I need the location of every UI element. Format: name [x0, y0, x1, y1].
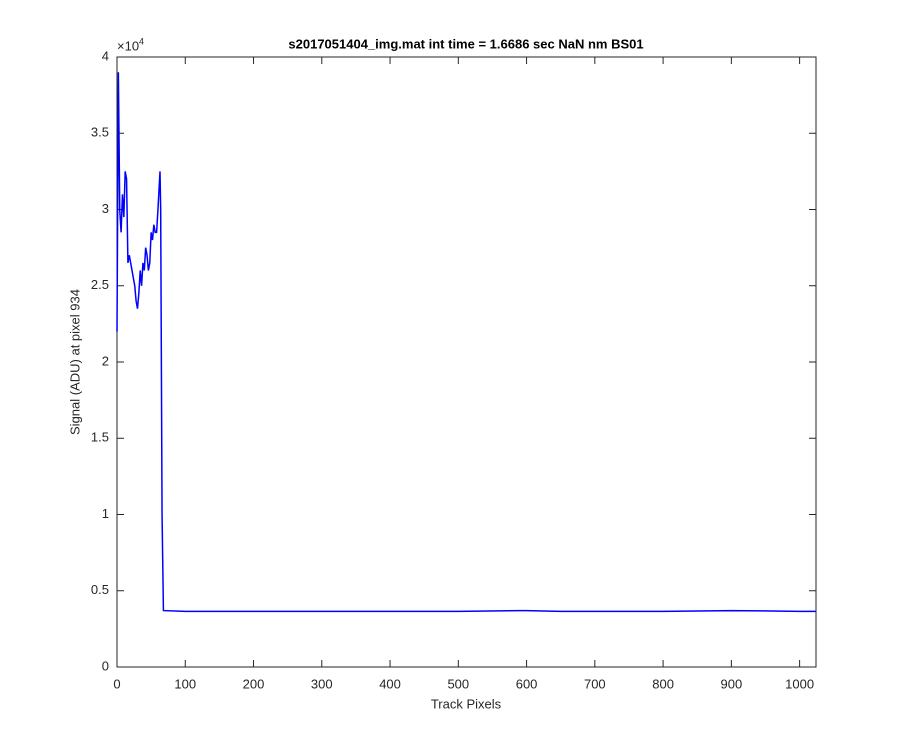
x-tick-label: 400	[379, 676, 401, 691]
y-tick-label: 1	[102, 506, 109, 521]
y-tick-label: 3	[102, 201, 109, 216]
x-tick-label: 800	[652, 676, 674, 691]
x-tick-label: 300	[311, 676, 333, 691]
x-tick-label: 0	[113, 676, 120, 691]
x-tick-label: 600	[516, 676, 538, 691]
y-tick-label: 3.5	[91, 125, 109, 140]
x-tick-label: 900	[721, 676, 743, 691]
y-tick-label: 2	[102, 353, 109, 368]
y-tick-label: 1.5	[91, 430, 109, 445]
chart-title: s2017051404_img.mat int time = 1.6686 se…	[288, 36, 643, 51]
y-exponent: 4	[139, 36, 144, 46]
x-tick-label: 200	[243, 676, 265, 691]
y-tick-label: 2.5	[91, 277, 109, 292]
data-line	[116, 72, 816, 613]
x-axis-label: Track Pixels	[431, 696, 502, 711]
y-tick-label: 4	[102, 48, 109, 63]
y-exponent-base: ×10	[117, 38, 139, 53]
x-tick-label: 500	[447, 676, 469, 691]
x-tick-label: 1000	[785, 676, 814, 691]
y-tick-label: 0.5	[91, 582, 109, 597]
x-tick-label: 100	[174, 676, 196, 691]
y-tick-label: 0	[102, 658, 109, 673]
x-tick-label: 700	[584, 676, 606, 691]
y-axis-label: Signal (ADU) at pixel 934	[67, 289, 82, 435]
